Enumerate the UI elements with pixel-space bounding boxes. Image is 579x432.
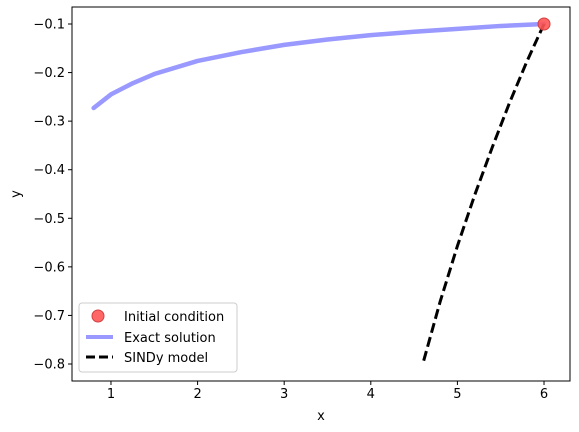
x-tick-label: 2 xyxy=(193,387,201,402)
legend-box xyxy=(78,302,238,373)
y-tick-label: −0.6 xyxy=(33,260,65,275)
y-tick-label: −0.5 xyxy=(33,212,65,227)
legend-label-sindy-model: SINDy model xyxy=(124,351,208,366)
plot-area xyxy=(71,6,571,382)
legend-label-exact-solution: Exact solution xyxy=(124,331,216,346)
y-tick-label: −0.3 xyxy=(33,115,65,130)
initial-condition-marker xyxy=(537,17,551,31)
legend: Initial condition Exact solution SINDy m… xyxy=(78,302,238,373)
y-tick-label: −0.1 xyxy=(33,18,65,33)
series-line-exact-solution xyxy=(91,21,547,111)
x-tick-label: 1 xyxy=(107,387,115,402)
x-tick-label: 5 xyxy=(453,387,461,402)
y-tick-label: −0.8 xyxy=(33,358,65,373)
x-tick-label: 3 xyxy=(280,387,288,402)
y-tick-label: −0.4 xyxy=(33,163,65,178)
x-axis-label: x xyxy=(317,409,325,424)
x-axis-ticks: 1 2 3 4 5 6 xyxy=(107,381,548,402)
x-tick-label: 4 xyxy=(367,387,375,402)
y-axis-ticks: −0.8 −0.7 −0.6 −0.5 −0.4 −0.3 −0.2 −0.1 xyxy=(33,18,72,373)
series-layer xyxy=(91,17,551,365)
y-axis-label: y xyxy=(9,190,24,198)
y-tick-label: −0.7 xyxy=(33,309,65,324)
series-line-sindy-model xyxy=(421,23,546,365)
legend-marker-initial-condition xyxy=(91,309,105,323)
axes-frame xyxy=(71,6,571,382)
legend-label-initial-condition: Initial condition xyxy=(124,310,224,325)
x-tick-label: 6 xyxy=(540,387,548,402)
y-tick-label: −0.2 xyxy=(33,66,65,81)
